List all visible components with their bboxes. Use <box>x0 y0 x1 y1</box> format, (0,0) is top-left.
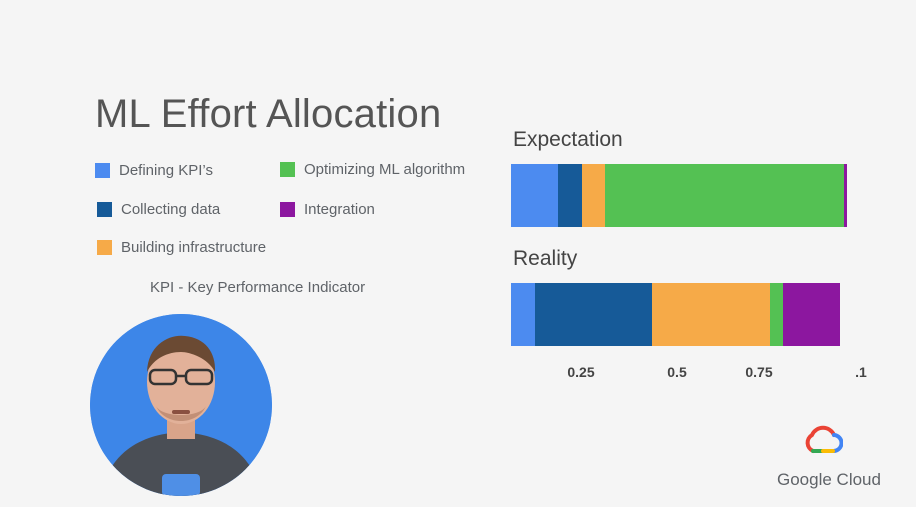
slide-title: ML Effort Allocation <box>95 92 442 136</box>
legend-item-building-infrastructure: Building infrastructure <box>97 239 266 256</box>
google-cloud-logo-icon <box>805 425 843 453</box>
legend-label: Defining KPI’s <box>119 162 213 179</box>
legend-item-optimizing-ml: Optimizing ML algorithm <box>280 161 465 178</box>
legend-swatch <box>97 240 112 255</box>
bar-label-reality: Reality <box>513 247 578 270</box>
bar-segment-optimizing-ml-algorithm <box>769 283 784 346</box>
legend-item-defining-kpis: Defining KPI’s <box>95 162 213 179</box>
bar-segment-collecting-data <box>534 283 653 346</box>
bar-segment-building-infrastructure <box>652 283 770 346</box>
legend-swatch <box>280 162 295 177</box>
bar-segment-collecting-data <box>558 164 582 227</box>
bar-segment-defining-kpi-s <box>511 164 559 227</box>
legend-label: Optimizing ML algorithm <box>304 161 466 178</box>
brand-name: Google Cloud <box>777 470 881 489</box>
legend-swatch <box>280 202 295 217</box>
bar-segment-defining-kpi-s <box>511 283 535 346</box>
stacked-bar-reality <box>511 283 847 346</box>
presenter-video <box>90 314 272 496</box>
legend-label: Collecting data <box>121 201 221 218</box>
x-tick-label: 0.5 <box>667 364 687 380</box>
bar-segment-integration <box>843 164 847 227</box>
legend-label: Integration <box>304 201 375 218</box>
stacked-bar-expectation <box>511 164 847 227</box>
kpi-definition-note: KPI - Key Performance Indicator <box>150 279 366 296</box>
legend-label: Building infrastructure <box>121 239 267 256</box>
legend-item-integration: Integration <box>280 201 375 218</box>
legend-swatch <box>95 163 110 178</box>
presenter-silhouette <box>90 314 272 496</box>
x-tick-label: 0.25 <box>567 364 595 380</box>
bar-segment-building-infrastructure <box>581 164 606 227</box>
x-tick-label: 0.75 <box>745 364 773 380</box>
legend-swatch <box>97 202 112 217</box>
bar-label-expectation: Expectation <box>513 128 623 151</box>
bar-segment-integration <box>783 283 841 346</box>
bar-segment-optimizing-ml-algorithm <box>605 164 844 227</box>
legend-item-collecting-data: Collecting data <box>97 201 220 218</box>
x-tick-label: .1 <box>855 364 867 380</box>
